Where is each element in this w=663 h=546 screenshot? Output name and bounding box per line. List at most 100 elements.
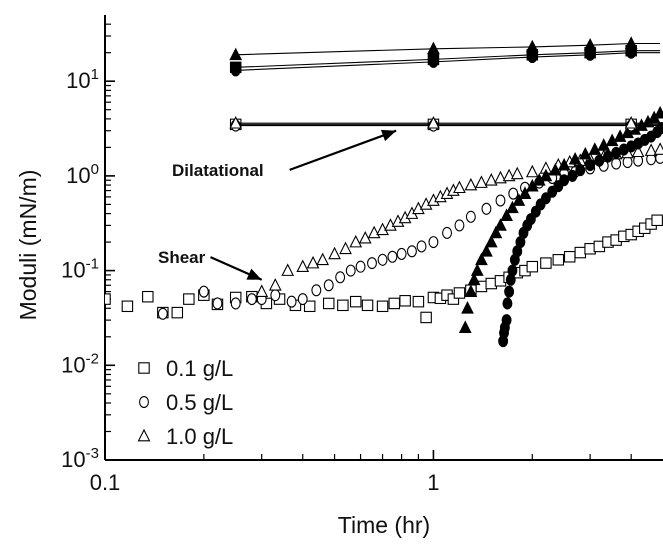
data-point — [500, 208, 513, 222]
data-point — [303, 300, 316, 313]
data-point — [644, 143, 658, 156]
legend-marker-square — [138, 362, 150, 374]
data-point — [399, 295, 411, 307]
data-point — [588, 142, 602, 155]
data-point — [585, 159, 596, 172]
data-point — [467, 272, 481, 286]
data-point — [306, 255, 320, 269]
data-point — [557, 157, 571, 171]
data-point — [603, 150, 613, 163]
data-point — [121, 300, 134, 313]
data-point — [416, 240, 427, 253]
data-point — [512, 193, 526, 206]
y-tick-label: 10-1 — [61, 256, 99, 283]
data-point — [559, 174, 570, 187]
data-point — [396, 247, 407, 260]
y-tick-label: 100 — [66, 161, 99, 188]
data-point — [345, 264, 356, 277]
data-point — [323, 279, 334, 292]
data-point — [296, 259, 310, 273]
data-point — [454, 219, 465, 232]
data-point — [495, 194, 506, 207]
data-point — [631, 144, 645, 158]
series-9-circle-open — [230, 119, 661, 132]
legend-marker-triangle — [137, 428, 151, 442]
legend-item: 0.1 g/L — [138, 356, 233, 381]
data-point — [387, 250, 398, 263]
data-point — [171, 306, 184, 319]
data-point — [447, 293, 460, 305]
data-point — [428, 236, 439, 249]
data-point — [611, 157, 622, 170]
legend-label: 0.1 g/L — [166, 356, 233, 381]
data-point — [480, 244, 493, 257]
data-point — [376, 300, 389, 313]
data-point — [552, 254, 565, 266]
data-point — [229, 116, 243, 129]
annotation-arrow-head — [380, 129, 397, 142]
y-tick-label: 101 — [66, 66, 99, 93]
data-point — [626, 46, 637, 59]
data-point — [142, 290, 154, 303]
data-point — [484, 234, 498, 248]
data-point — [539, 168, 553, 182]
data-point — [461, 301, 474, 314]
legend-marker-circle — [139, 395, 149, 409]
legend-item: 1.0 g/L — [137, 424, 233, 449]
series-10-triangle-open — [229, 116, 661, 129]
annotation-label: Shear — [158, 248, 206, 267]
x-axis-title: Time (hr) — [338, 512, 430, 538]
data-point — [157, 307, 168, 320]
data-point — [453, 287, 466, 299]
data-point — [653, 142, 663, 155]
data-point — [339, 241, 352, 255]
data-point — [465, 210, 476, 223]
y-tick-label: 10-3 — [61, 445, 99, 472]
data-point — [481, 202, 492, 215]
data-point — [255, 284, 269, 297]
annotation-arrow-head — [246, 268, 262, 280]
data-point — [230, 297, 241, 310]
data-point — [518, 186, 532, 199]
data-point — [420, 311, 432, 324]
data-point — [322, 297, 335, 310]
data-point — [510, 166, 524, 180]
data-point — [622, 156, 633, 169]
data-point — [355, 260, 366, 273]
data-point — [349, 234, 363, 248]
data-point — [594, 154, 605, 167]
series-3-circle-filled — [498, 122, 663, 348]
series-4-triangle-filled — [458, 105, 663, 333]
x-tick-label: 0.1 — [90, 470, 121, 495]
data-point — [337, 299, 349, 312]
annotation-label: Dilatational — [172, 161, 264, 180]
data-point — [464, 284, 478, 297]
data-point — [458, 320, 472, 333]
data-point — [268, 278, 282, 291]
data-point — [428, 55, 439, 68]
data-point — [212, 297, 223, 310]
data-point — [475, 252, 488, 266]
data-point — [540, 192, 551, 205]
series-8-square-open — [229, 118, 661, 131]
data-point — [464, 177, 478, 191]
series-6-square-filled — [229, 44, 661, 74]
legend: 0.1 g/L 0.5 g/L 1.0 g/L — [137, 356, 233, 449]
data-point — [281, 263, 295, 276]
data-point — [508, 187, 519, 200]
data-point — [311, 284, 322, 297]
series-7-circle-filled — [230, 46, 661, 77]
data-point — [361, 299, 374, 312]
data-point — [494, 170, 507, 184]
data-point — [489, 225, 503, 239]
data-point — [270, 289, 281, 302]
data-series — [105, 36, 663, 348]
legend-label: 1.0 g/L — [166, 424, 233, 449]
series-line — [235, 52, 661, 71]
data-point — [567, 169, 578, 182]
data-point — [494, 218, 507, 231]
data-point — [475, 175, 488, 188]
data-point — [527, 51, 538, 64]
data-point — [540, 257, 552, 269]
